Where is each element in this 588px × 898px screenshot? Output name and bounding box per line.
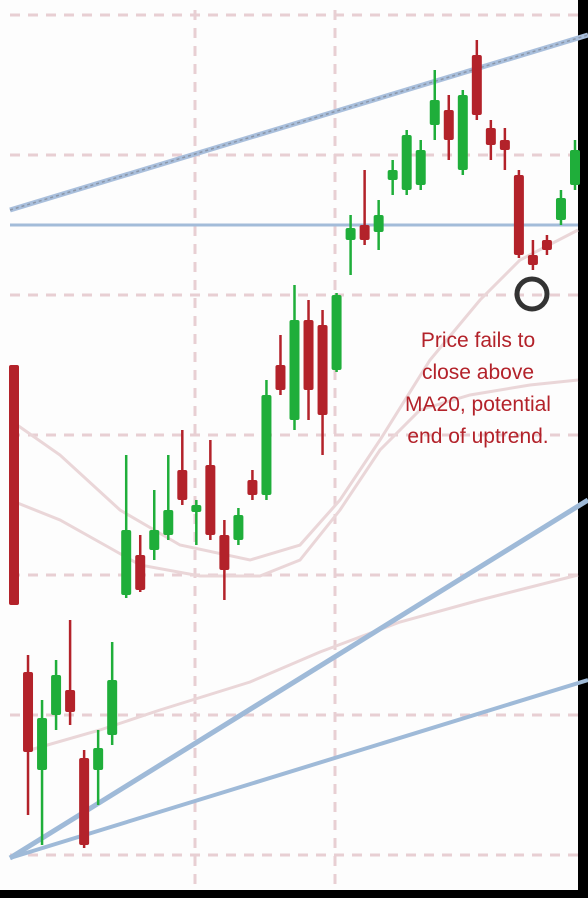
grid [10,10,578,890]
trend-line [9,34,588,211]
candle-body [9,365,19,605]
annotation: end of uptrend. [407,425,548,448]
candle-body [177,470,188,500]
candle-body [415,150,426,185]
ma-line [9,378,579,578]
ma-line [9,228,579,562]
candle-body [93,748,104,770]
candle-body [387,170,398,180]
candle-body [247,480,258,495]
candle-body [205,465,216,535]
candle-body [485,128,496,145]
candle-body [570,150,580,185]
candle-body [457,95,468,170]
candle-body [65,690,76,712]
candles [9,40,580,848]
candle-body [233,515,244,540]
candle-body [135,555,146,590]
background [0,0,578,890]
candle-body [317,325,328,415]
candle-body [163,510,174,535]
candle-body [191,505,202,512]
candle-body [555,198,566,220]
candle-body [345,228,356,240]
candle-body [331,295,342,370]
candle-body [471,55,482,115]
candle-body [149,530,160,550]
candle-body [443,110,454,140]
annotation: close above [422,361,534,384]
candle-body [359,225,370,240]
candle-body [107,680,118,735]
candle-body [51,675,62,715]
candle-body [499,140,510,150]
candle-body [275,365,286,390]
candle-body [23,672,34,752]
trend-line [9,678,588,860]
candle-body [527,255,538,265]
highlight-circle [514,276,550,312]
trend-line [8,497,588,861]
candle-body [219,535,230,570]
candle-body [37,718,48,770]
candle-body [401,135,412,190]
candle-body [261,395,272,495]
candle-body [373,215,384,232]
annotation: MA20, potential [405,393,551,416]
candle-body [121,530,132,595]
candle-body [513,175,524,255]
annotation: Price fails to [421,329,535,352]
candle-body [289,320,300,420]
candle-body [303,320,314,390]
candle-body [79,758,90,845]
candle-body [541,240,552,250]
candle-body [429,100,440,125]
